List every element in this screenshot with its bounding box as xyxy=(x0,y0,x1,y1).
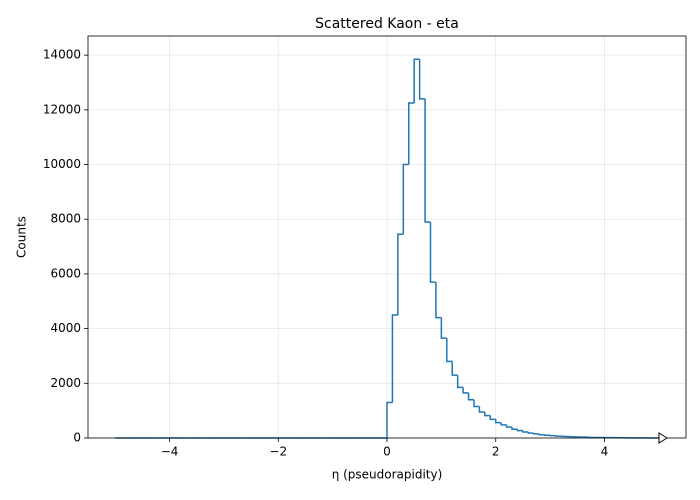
histogram-bin xyxy=(538,433,545,436)
x-tick-label: −2 xyxy=(269,445,287,459)
histogram-bin xyxy=(451,361,458,376)
histogram-bin xyxy=(429,221,436,283)
histogram-bin xyxy=(533,433,540,435)
histogram-bin xyxy=(386,401,393,438)
histogram-bin xyxy=(543,434,551,437)
histogram-bin xyxy=(473,399,480,408)
histogram-bin xyxy=(407,102,415,165)
histogram-bin xyxy=(500,422,507,426)
y-tick-label: 6000 xyxy=(50,266,81,280)
chart-title: Scattered Kaon - eta xyxy=(315,16,459,32)
marker xyxy=(658,432,668,444)
plot-area xyxy=(88,36,686,439)
histogram-bin xyxy=(413,58,420,103)
histogram-bin xyxy=(462,387,469,394)
histogram-bin xyxy=(484,412,491,417)
y-axis-label: Counts xyxy=(15,216,29,258)
y-tick-label: 4000 xyxy=(50,321,81,335)
x-tick-label: 4 xyxy=(601,445,609,459)
x-tick-label: −4 xyxy=(161,445,179,459)
x-tick-label: 0 xyxy=(383,445,391,459)
histogram-bin xyxy=(505,424,513,428)
histogram-bin xyxy=(511,427,518,430)
histogram-bin xyxy=(527,431,534,434)
y-tick-label: 12000 xyxy=(43,102,81,116)
histogram-bin xyxy=(516,429,523,432)
y-tick-label: 2000 xyxy=(50,376,81,390)
histogram-bin xyxy=(446,338,453,363)
histogram-bin xyxy=(402,163,409,235)
histogram-bin xyxy=(522,430,529,433)
histogram-bin xyxy=(418,59,426,100)
histogram-bin xyxy=(478,406,485,413)
histogram-bin xyxy=(494,419,502,424)
x-tick-label: 2 xyxy=(492,445,500,459)
y-tick-label: 10000 xyxy=(43,157,81,171)
histogram-bin xyxy=(456,375,464,389)
histogram-bin xyxy=(435,282,442,319)
y-tick-label: 14000 xyxy=(43,48,81,62)
histogram-bin xyxy=(489,415,496,421)
y-tick-label: 0 xyxy=(73,431,81,445)
histogram-bin xyxy=(424,98,431,223)
histogram-bin xyxy=(397,233,404,315)
y-tick-label: 8000 xyxy=(50,212,81,226)
histogram-bin xyxy=(440,317,447,339)
histogram-bin xyxy=(391,314,398,403)
histogram-bin xyxy=(467,392,474,401)
x-axis-label: η (pseudorapidity) xyxy=(332,468,443,482)
